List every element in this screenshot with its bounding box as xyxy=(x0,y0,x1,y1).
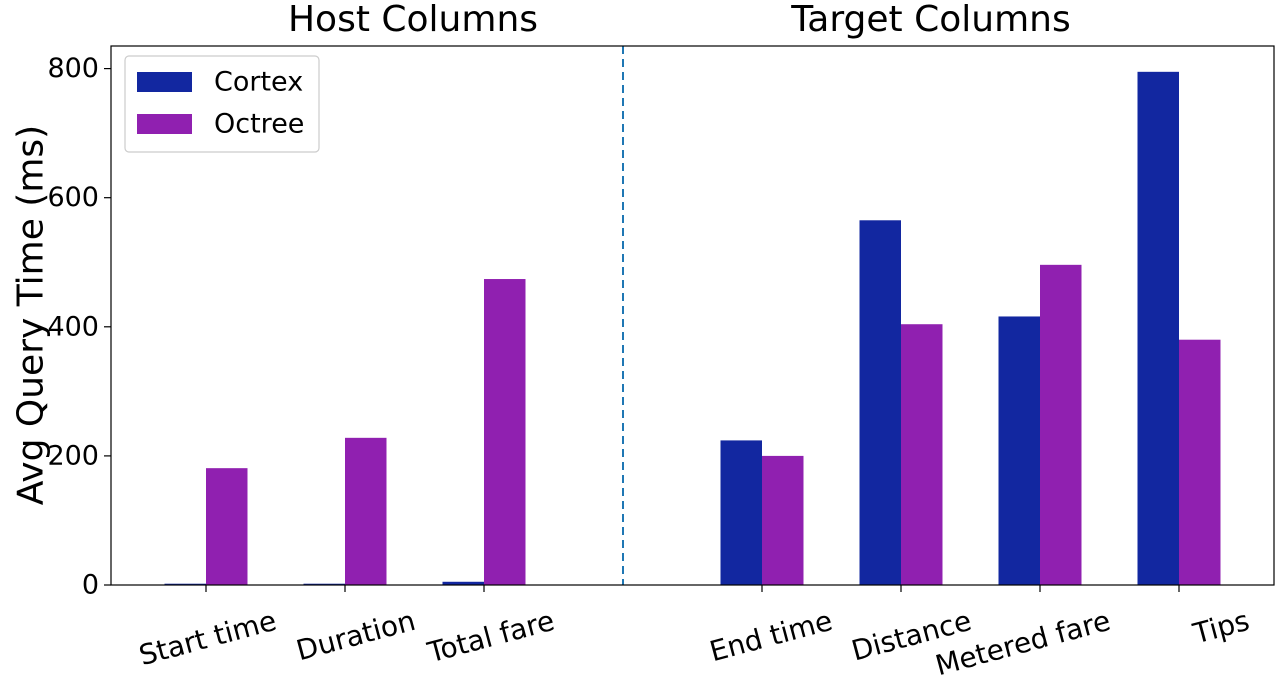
x-tick-label: Duration xyxy=(293,604,419,667)
bar-cortex-metered-fare xyxy=(998,316,1040,585)
y-tick-label: 800 xyxy=(47,53,99,84)
bar-cortex-distance xyxy=(859,220,901,586)
y-tick-label: 600 xyxy=(47,182,99,213)
legend-swatch-octree xyxy=(137,114,192,134)
bars-layer xyxy=(164,71,1221,586)
bar-cortex-total-fare xyxy=(442,581,484,585)
y-axis: 0 200 400 600 800 xyxy=(47,53,111,601)
legend-label-cortex: Cortex xyxy=(214,67,303,98)
x-tick-label: Tips xyxy=(1189,604,1253,651)
bar-octree-duration xyxy=(345,437,387,585)
bar-octree-start-time xyxy=(206,468,248,585)
legend-label-octree: Octree xyxy=(214,109,304,140)
legend: Cortex Octree xyxy=(124,55,320,153)
x-axis: Start time Duration Total fare End time Dist… xyxy=(135,585,1253,682)
group-title-target: Target Columns xyxy=(790,0,1070,40)
bar-octree-tips xyxy=(1179,339,1221,585)
y-axis-label: Avg Query Time (ms) xyxy=(11,125,52,505)
x-tick-label: Start time xyxy=(135,604,279,672)
group-title-host: Host Columns xyxy=(288,0,538,40)
y-tick-label: 400 xyxy=(47,311,99,342)
bar-cortex-duration xyxy=(303,583,345,585)
x-tick-label: End time xyxy=(706,604,836,668)
legend-swatch-cortex xyxy=(137,72,192,92)
bar-octree-distance xyxy=(901,324,943,585)
bar-cortex-start-time xyxy=(164,583,206,585)
bar-cortex-tips xyxy=(1137,71,1179,585)
y-tick-label: 0 xyxy=(82,570,99,601)
bar-octree-end-time xyxy=(762,455,804,585)
bar-octree-total-fare xyxy=(484,279,526,585)
bar-cortex-end-time xyxy=(720,440,762,585)
bar-octree-metered-fare xyxy=(1040,264,1082,585)
x-tick-label: Total fare xyxy=(423,604,558,670)
y-tick-label: 200 xyxy=(47,440,99,471)
plot-frame xyxy=(110,45,1275,586)
